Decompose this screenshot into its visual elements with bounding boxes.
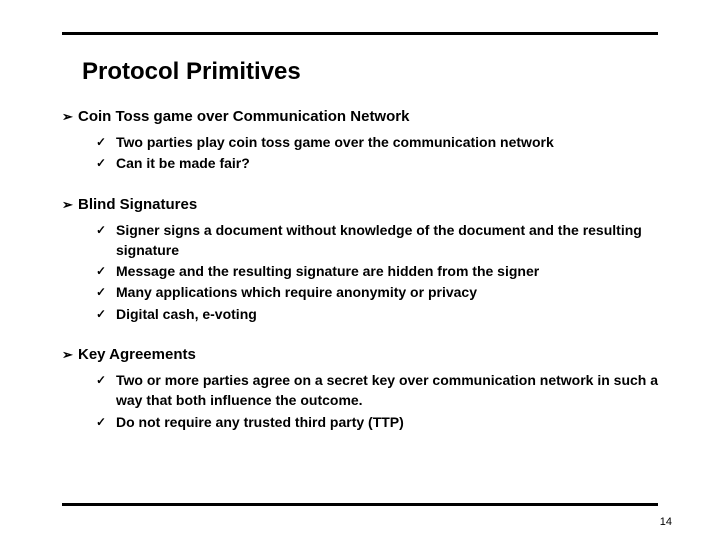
section-heading: ➢ Coin Toss game over Communication Netw… <box>62 108 662 126</box>
check-icon: ✓ <box>96 132 116 152</box>
item-text: Can it be made fair? <box>116 153 662 173</box>
check-icon: ✓ <box>96 282 116 302</box>
list-item: ✓ Many applications which require anonym… <box>96 282 662 302</box>
check-icon: ✓ <box>96 220 116 240</box>
section-heading: ➢ Blind Signatures <box>62 196 662 214</box>
sub-list: ✓ Signer signs a document without knowle… <box>62 220 662 324</box>
item-text: Digital cash, e-voting <box>116 304 662 324</box>
check-icon: ✓ <box>96 304 116 324</box>
list-item: ✓ Can it be made fair? <box>96 153 662 173</box>
slide-content: ➢ Coin Toss game over Communication Netw… <box>62 108 662 454</box>
check-icon: ✓ <box>96 261 116 281</box>
top-horizontal-rule <box>62 32 658 35</box>
page-number: 14 <box>660 516 672 528</box>
item-text: Many applications which require anonymit… <box>116 282 662 302</box>
item-text: Signer signs a document without knowledg… <box>116 220 662 261</box>
section-heading: ➢ Key Agreements <box>62 346 662 364</box>
list-item: ✓ Do not require any trusted third party… <box>96 412 662 432</box>
arrow-icon: ➢ <box>62 346 78 364</box>
item-text: Message and the resulting signature are … <box>116 261 662 281</box>
heading-text: Blind Signatures <box>78 196 197 213</box>
heading-text: Coin Toss game over Communication Networ… <box>78 108 409 125</box>
item-text: Two parties play coin toss game over the… <box>116 132 662 152</box>
list-item: ✓ Message and the resulting signature ar… <box>96 261 662 281</box>
bottom-horizontal-rule <box>62 503 658 506</box>
item-text: Do not require any trusted third party (… <box>116 412 662 432</box>
sub-list: ✓ Two parties play coin toss game over t… <box>62 132 662 174</box>
check-icon: ✓ <box>96 370 116 390</box>
check-icon: ✓ <box>96 153 116 173</box>
check-icon: ✓ <box>96 412 116 432</box>
arrow-icon: ➢ <box>62 196 78 214</box>
heading-text: Key Agreements <box>78 346 196 363</box>
arrow-icon: ➢ <box>62 108 78 126</box>
section-key-agreements: ➢ Key Agreements ✓ Two or more parties a… <box>62 346 662 432</box>
section-coin-toss: ➢ Coin Toss game over Communication Netw… <box>62 108 662 174</box>
sub-list: ✓ Two or more parties agree on a secret … <box>62 370 662 432</box>
list-item: ✓ Signer signs a document without knowle… <box>96 220 662 261</box>
section-blind-signatures: ➢ Blind Signatures ✓ Signer signs a docu… <box>62 196 662 324</box>
list-item: ✓ Digital cash, e-voting <box>96 304 662 324</box>
slide-title: Protocol Primitives <box>82 58 301 86</box>
list-item: ✓ Two parties play coin toss game over t… <box>96 132 662 152</box>
item-text: Two or more parties agree on a secret ke… <box>116 370 662 411</box>
list-item: ✓ Two or more parties agree on a secret … <box>96 370 662 411</box>
